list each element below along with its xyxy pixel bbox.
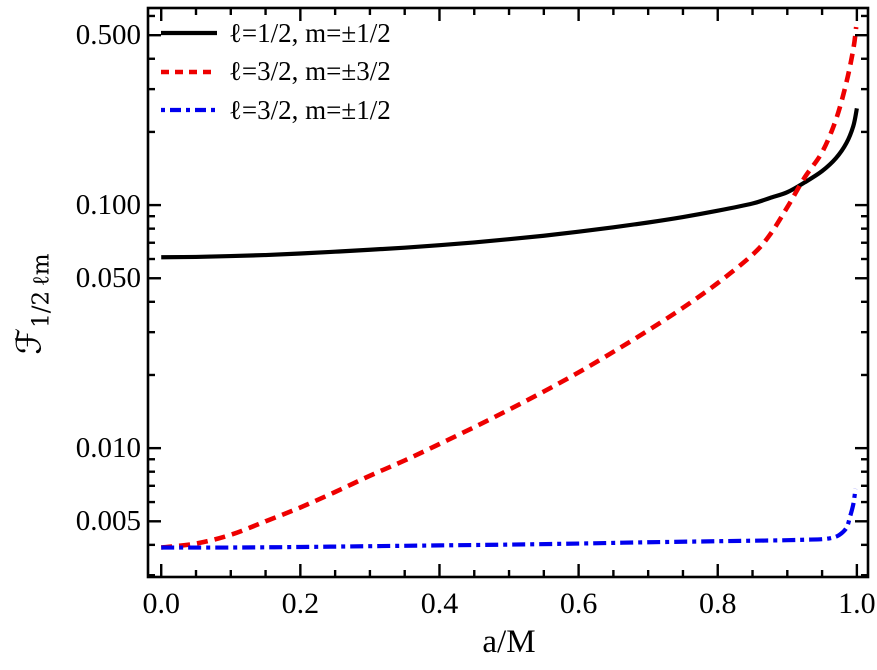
legend-swatch-solid: [161, 30, 217, 36]
curve-l-half-m-half: [161, 107, 859, 260]
y-axis-label-symbol: ℱ: [9, 327, 50, 355]
legend-item: ℓ=3/2, m=±3/2: [161, 54, 391, 90]
x-tick-label: 1.0: [838, 587, 876, 620]
x-tick-label: 0.0: [142, 587, 180, 620]
y-tick-label: 0.050: [75, 262, 141, 295]
y-tick-label: 0.100: [75, 189, 141, 222]
legend-label: ℓ=1/2, m=±1/2: [229, 17, 391, 48]
x-tick-label: 0.6: [559, 587, 598, 620]
x-tick-label: 0.2: [281, 587, 320, 620]
legend-item: ℓ=1/2, m=±1/2: [161, 15, 391, 51]
legend-label: ℓ=3/2, m=±3/2: [229, 56, 391, 86]
x-axis-label: a/M: [482, 624, 536, 660]
x-tick-label: 0.4: [420, 587, 459, 620]
curve-l-3half-m-half: [161, 488, 858, 550]
legend-swatch-dashdot: [161, 107, 217, 113]
curve-l-3half-m-3half: [160, 26, 859, 550]
legend-label: ℓ=3/2, m=±1/2: [229, 94, 391, 125]
y-tick-label: 0.010: [75, 432, 141, 465]
legend-swatch-dashed: [161, 69, 217, 74]
y-tick-label: 0.500: [75, 19, 141, 52]
y-tick-label: 0.005: [75, 505, 141, 538]
y-axis-label: ℱ1/2 ℓm: [8, 217, 56, 392]
legend-item: ℓ=3/2, m=±1/2: [161, 92, 391, 128]
x-tick-label: 0.8: [698, 587, 737, 620]
